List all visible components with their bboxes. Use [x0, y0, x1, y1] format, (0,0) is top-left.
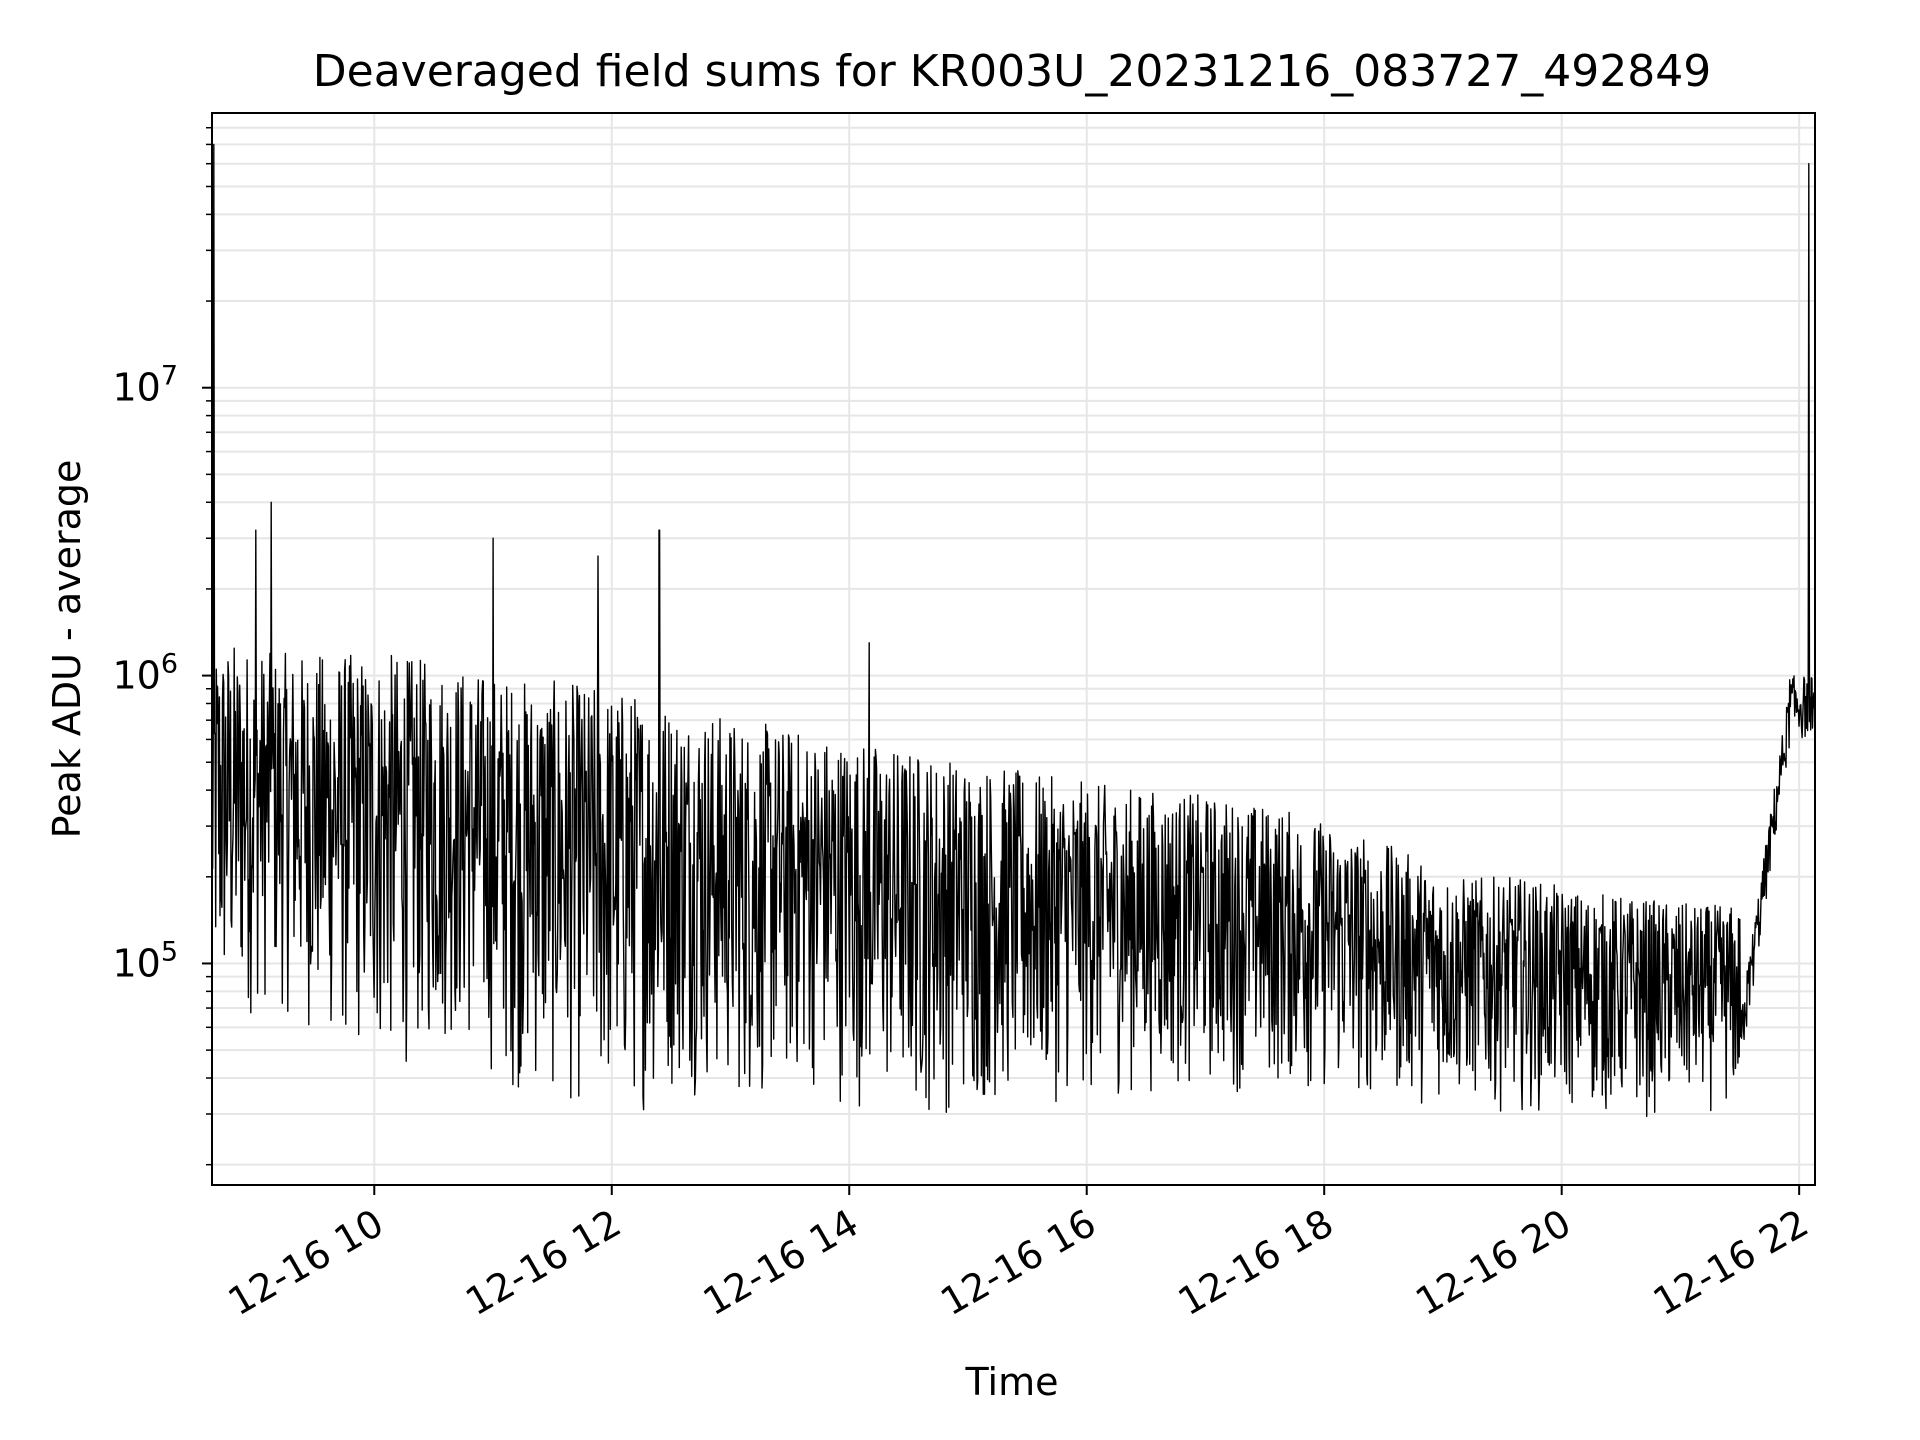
y-tick-label: 105 [112, 936, 178, 985]
series-line [211, 143, 1816, 1118]
plot-area [211, 143, 1816, 1118]
x-axis-label: Time [965, 1360, 1059, 1404]
y-axis-label: Peak ADU - average [45, 460, 89, 839]
y-tick-label: 106 [112, 649, 178, 698]
chart-title: Deaveraged field sums for KR003U_2023121… [313, 46, 1711, 97]
y-axis: 105 106 107 [112, 126, 212, 1166]
axes-frame [211, 112, 1816, 1186]
y-tick-label: 107 [112, 361, 178, 410]
